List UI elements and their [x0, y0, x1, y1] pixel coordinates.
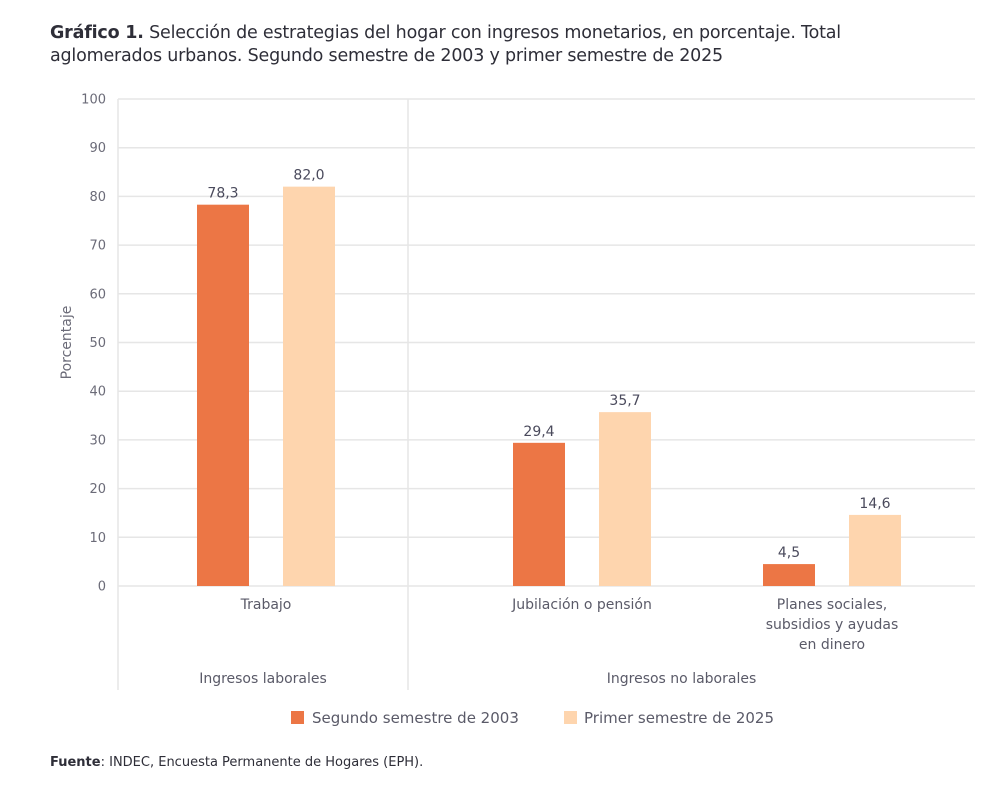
source-label: Fuente: [50, 755, 101, 770]
bar-2025: [849, 514, 901, 586]
chart-title-text: Selección de estrategias del hogar con i…: [50, 23, 841, 66]
y-tick-label: 50: [89, 336, 106, 351]
y-tick-label: 20: [89, 482, 106, 497]
y-tick-label: 0: [98, 580, 106, 595]
data-label: 29,4: [523, 424, 554, 440]
data-label: 35,7: [609, 393, 640, 409]
bar-2025: [599, 412, 651, 586]
legend-label-2003: Segundo semestre de 2003: [312, 709, 519, 727]
y-tick-label: 70: [89, 239, 106, 254]
group-label: Ingresos no laborales: [607, 671, 757, 687]
category-label: Trabajo: [240, 597, 292, 613]
y-tick-label: 90: [89, 141, 106, 156]
legend-swatch-2025: [564, 711, 577, 724]
source-note: Fuente: INDEC, Encuesta Permanente de Ho…: [50, 755, 423, 770]
category-label: subsidios y ayudas: [766, 617, 899, 633]
y-tick-label: 60: [89, 287, 106, 302]
bar-2003: [513, 442, 565, 586]
y-tick-label: 80: [89, 190, 106, 205]
y-tick-label: 40: [89, 385, 106, 400]
bar-2003: [197, 204, 249, 586]
category-label: en dinero: [799, 637, 865, 653]
y-axis-label: Porcentaje: [59, 306, 75, 380]
category-label: Planes sociales,: [777, 597, 887, 613]
bar-2025: [283, 186, 335, 586]
group-label: Ingresos laborales: [199, 671, 327, 687]
y-tick-label: 100: [81, 93, 106, 108]
chart-title: Gráfico 1. Selección de estrategias del …: [50, 22, 950, 68]
data-label: 78,3: [207, 186, 238, 202]
bar-2003: [763, 564, 815, 586]
y-tick-label: 10: [89, 531, 106, 546]
y-tick-label: 30: [89, 433, 106, 448]
category-label: Jubilación o pensión: [511, 597, 652, 613]
source-text: : INDEC, Encuesta Permanente de Hogares …: [100, 755, 424, 770]
data-label: 82,0: [293, 168, 324, 184]
legend-swatch-2003: [291, 711, 304, 724]
chart-title-prefix: Gráfico 1.: [50, 23, 144, 43]
data-label: 14,6: [859, 496, 890, 512]
data-label: 4,5: [778, 545, 800, 561]
legend-label-2025: Primer semestre de 2025: [584, 709, 774, 727]
